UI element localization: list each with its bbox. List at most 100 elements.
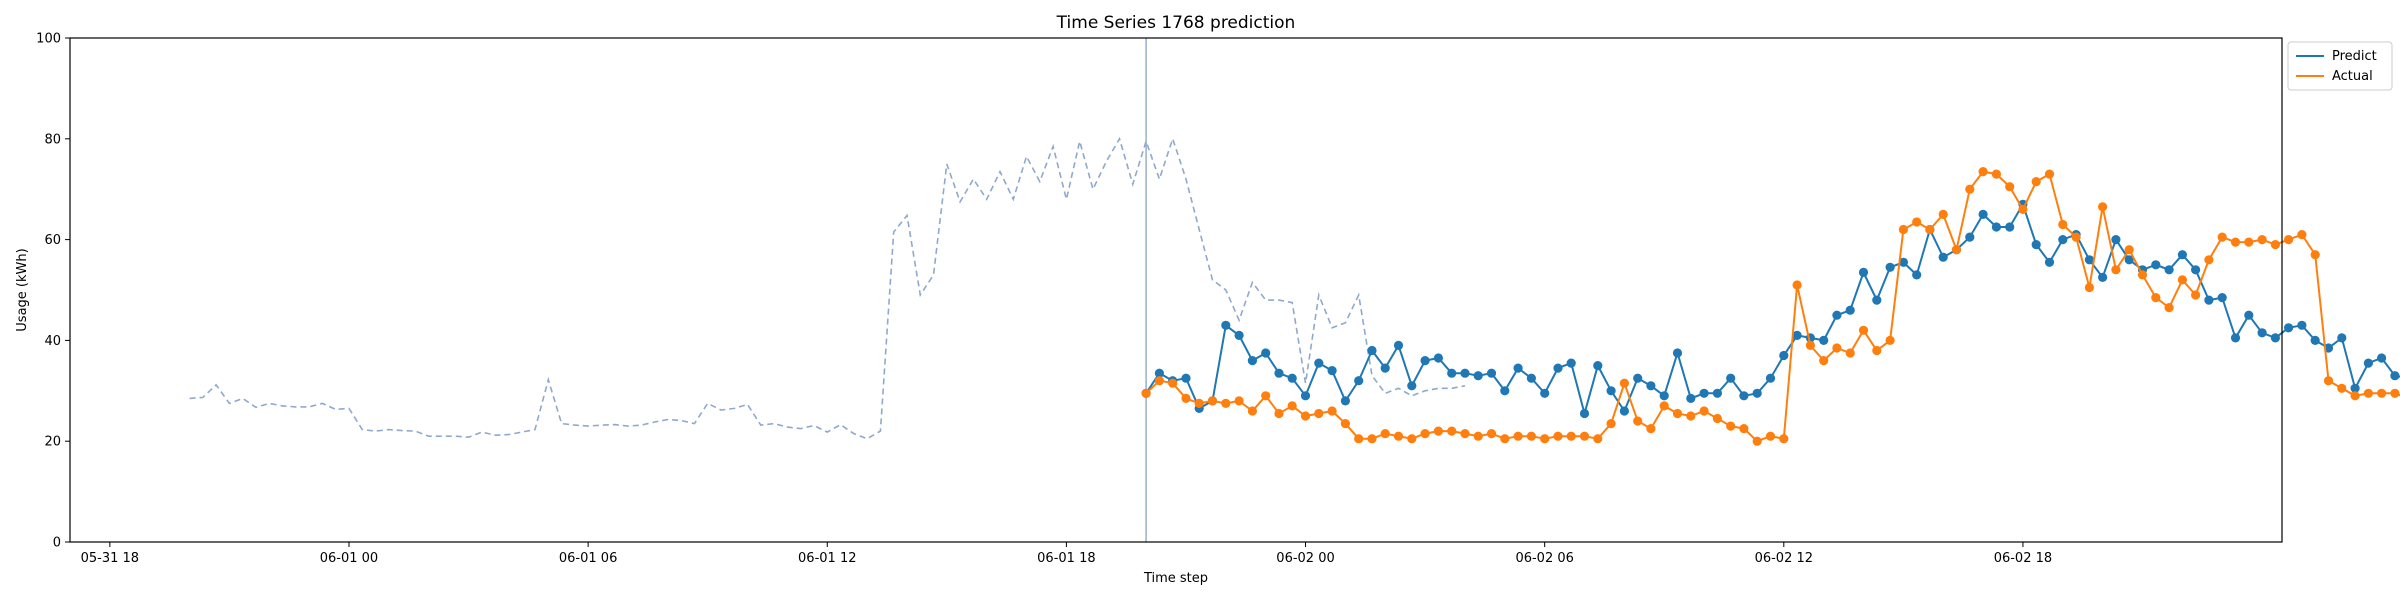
- predict-point: [1500, 386, 1510, 396]
- actual-point: [1194, 398, 1204, 408]
- predict-point: [1340, 396, 1350, 406]
- predict-point: [1965, 232, 1975, 242]
- predict-point: [1433, 353, 1443, 363]
- actual-point: [1154, 376, 1164, 386]
- predict-point: [2390, 371, 2400, 381]
- actual-point: [1633, 416, 1643, 426]
- predict-point: [2044, 257, 2055, 267]
- actual-point: [1991, 169, 2001, 179]
- actual-point: [1593, 434, 1603, 444]
- actual-point: [1978, 167, 1988, 177]
- predict-point: [2151, 260, 2161, 270]
- y-tick-label: 0: [53, 536, 61, 551]
- predict-point: [1181, 373, 1191, 383]
- predict-point: [1553, 363, 1563, 373]
- actual-point: [1380, 429, 1390, 439]
- predict-point: [1327, 366, 1337, 376]
- predict-point: [2124, 255, 2134, 265]
- y-axis-title: Usage (kWh): [15, 248, 30, 331]
- actual-point: [2005, 182, 2015, 192]
- predict-point: [1699, 388, 1709, 398]
- legend-predict-label: Predict: [2332, 49, 2377, 64]
- x-tick-label: 06-02 06: [1515, 551, 1573, 566]
- actual-point: [1912, 217, 1922, 227]
- predict-point: [1672, 348, 1683, 358]
- x-tick-label: 06-02 12: [1755, 551, 1813, 566]
- predict-point: [1991, 222, 2001, 232]
- predict-point: [1832, 310, 1842, 320]
- predict-point: [1739, 391, 1749, 401]
- actual-point: [1938, 209, 1948, 219]
- actual-point: [1207, 396, 1218, 406]
- actual-point: [1925, 224, 1935, 235]
- history-line: [189, 136, 1466, 440]
- predict-point: [1686, 393, 1696, 403]
- y-axis: 0 20 40 60 80 100: [36, 32, 70, 551]
- actual-point: [1526, 431, 1536, 441]
- actual-point: [2018, 204, 2028, 214]
- actual-point: [1314, 408, 1324, 419]
- actual-point: [2323, 376, 2334, 386]
- predict-point: [1845, 305, 1855, 315]
- predict-point: [1247, 356, 1257, 366]
- actual-point: [2230, 237, 2241, 247]
- x-axis-title: Time step: [1143, 571, 1208, 586]
- actual-point: [1327, 406, 1337, 416]
- predict-point: [2363, 358, 2373, 368]
- actual-point: [2310, 250, 2320, 260]
- x-tick-label: 06-02 00: [1276, 551, 1334, 566]
- predict-point: [1287, 373, 1297, 383]
- predict-point: [1633, 373, 1643, 383]
- plot-frame: [69, 37, 2283, 543]
- actual-point: [1221, 398, 1231, 408]
- predict-point: [2111, 235, 2121, 245]
- actual-point: [2377, 388, 2387, 398]
- predict-point: [2270, 333, 2280, 343]
- predict-point: [1221, 320, 1231, 330]
- predict-point: [2031, 240, 2041, 250]
- x-tick-label: 06-01 00: [320, 551, 378, 566]
- actual-point: [1845, 348, 1855, 358]
- actual-point: [2284, 235, 2294, 245]
- predict-point: [2297, 320, 2307, 330]
- actual-point: [2084, 282, 2094, 293]
- actual-point: [2071, 232, 2081, 242]
- actual-point: [1393, 431, 1404, 441]
- actual-point: [1486, 429, 1497, 439]
- actual-point: [1168, 378, 1178, 388]
- predict-point: [1659, 391, 1669, 401]
- predict-point: [1938, 252, 1948, 262]
- actual-point: [1247, 406, 1257, 416]
- actual-point: [1579, 431, 1590, 441]
- actual-point: [1540, 434, 1550, 444]
- actual-point: [1752, 436, 1762, 446]
- predict-point: [1367, 345, 1377, 356]
- actual-point: [1792, 280, 1802, 290]
- predict-point: [2310, 335, 2320, 345]
- actual-point: [2390, 388, 2400, 398]
- actual-point: [2031, 177, 2041, 187]
- y-tick-label: 60: [44, 233, 61, 248]
- actual-point: [1261, 391, 1271, 401]
- actual-point: [1460, 429, 1470, 439]
- actual-point: [1779, 434, 1789, 444]
- predict-point: [1460, 368, 1470, 378]
- actual-point: [2350, 391, 2360, 401]
- actual-point: [1965, 184, 1975, 194]
- actual-point: [2204, 255, 2214, 265]
- actual-point: [2191, 290, 2201, 300]
- actual-point: [2297, 230, 2307, 240]
- y-tick-label: 40: [44, 334, 61, 349]
- actual-point: [1686, 411, 1696, 421]
- actual-point: [2098, 202, 2108, 212]
- predict-point: [1858, 267, 1869, 277]
- actual-point: [2270, 240, 2280, 250]
- actual-point: [1885, 335, 1895, 345]
- predict-point: [1473, 371, 1483, 381]
- actual-point: [2044, 169, 2055, 179]
- predict-point: [2337, 333, 2347, 343]
- x-axis: 05-31 18 06-01 00 06-01 06 06-01 12 06-01 18…: [81, 542, 2052, 566]
- predict-point: [1819, 335, 1829, 345]
